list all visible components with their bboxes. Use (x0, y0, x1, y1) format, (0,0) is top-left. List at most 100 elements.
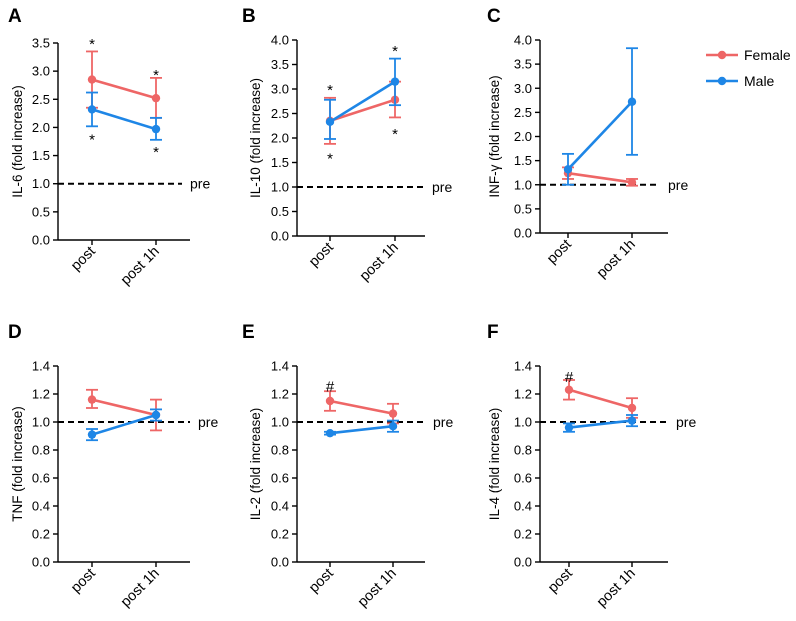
series-female (324, 390, 399, 425)
reference-label: pre (190, 176, 210, 192)
y-tick-label: 3.0 (271, 82, 289, 97)
series-line (91, 398, 157, 417)
x-tick-label: post 1h (355, 566, 400, 611)
y-tick-label: 0.2 (514, 527, 532, 542)
series-line (91, 78, 157, 100)
y-tick-label: 1.0 (271, 180, 289, 195)
y-tick-label: 1.2 (271, 387, 289, 402)
x-tick-label: post (68, 566, 99, 597)
data-point (390, 77, 400, 86)
significance-marker: * (392, 126, 398, 143)
data-point (325, 396, 335, 406)
legend: Female Male (706, 47, 791, 89)
reference-label: pre (432, 179, 452, 195)
y-tick-label: 4.0 (514, 33, 532, 48)
series-line (567, 100, 633, 171)
significance-marker: * (89, 132, 95, 149)
y-tick-label: 0.4 (514, 499, 532, 514)
panel-b: B 0.0 0.5 1.0 1.5 2.0 2.5 3.0 3.5 4.0 IL-10 (fold … (242, 6, 452, 284)
data-point (151, 410, 161, 420)
y-tick-label: 1.0 (32, 176, 50, 191)
x-tick-label: post (306, 566, 337, 597)
x-tick-label: post 1h (118, 566, 163, 611)
x-tick-label: post 1h (357, 240, 402, 285)
panel-letter: C (487, 6, 501, 27)
y-tick-label: 2.5 (271, 106, 289, 121)
x-tick-label: post (545, 566, 576, 597)
reference-label: pre (668, 177, 688, 193)
y-tick-label: 0.6 (514, 471, 532, 486)
series-female (563, 379, 638, 419)
legend-label: Female (744, 47, 791, 63)
y-tick-label: 0.0 (271, 555, 289, 570)
y-tick-label: 0.0 (32, 233, 50, 248)
series-male (562, 47, 638, 186)
significance-marker: # (326, 379, 335, 396)
panel-letter: A (8, 6, 22, 27)
y-tick-label: 1.4 (271, 359, 289, 374)
legend-marker (717, 76, 727, 86)
data-point (325, 429, 335, 438)
panel-letter: B (242, 6, 256, 27)
y-tick-label: 0.8 (514, 443, 532, 458)
y-tick-label: 1.2 (514, 387, 532, 402)
significance-marker: * (327, 82, 333, 99)
data-point (325, 117, 335, 127)
y-tick-label: 0.5 (271, 204, 289, 219)
reference-label: pre (433, 414, 453, 430)
series-male (86, 408, 162, 442)
y-tick-label: 3.5 (271, 57, 289, 72)
y-tick-label: 1.2 (32, 387, 50, 402)
data-point (151, 124, 161, 134)
x-tick-label: post (544, 237, 575, 268)
y-tick-label: 0.2 (271, 527, 289, 542)
significance-marker: * (327, 151, 333, 168)
y-tick-label: 1.5 (514, 153, 532, 168)
y-axis-title: TNF (fold increase) (10, 406, 25, 522)
y-tick-label: 0.0 (514, 226, 532, 241)
data-point (627, 403, 637, 413)
series-male (324, 419, 399, 438)
data-point (564, 385, 574, 394)
series-female (562, 166, 638, 187)
panel-letter: E (242, 322, 255, 343)
data-point (87, 430, 97, 439)
series-line (329, 424, 394, 435)
series-male (563, 414, 638, 433)
y-tick-label: 2.5 (514, 105, 532, 120)
y-tick-label: 1.0 (271, 415, 289, 430)
series-line (91, 413, 157, 436)
y-tick-label: 2.5 (32, 92, 50, 107)
data-point (388, 409, 398, 418)
y-axis-title: INF-γ (fold increase) (487, 75, 502, 197)
series-male (86, 91, 162, 141)
y-tick-label: 3.0 (32, 64, 50, 79)
series-female (86, 50, 162, 119)
legend-marker (717, 50, 727, 60)
y-tick-label: 1.4 (514, 359, 532, 374)
y-axis-title: IL-2 (fold increase) (248, 408, 263, 521)
panel-letter: F (487, 322, 499, 343)
y-tick-label: 0.5 (32, 204, 50, 219)
significance-marker: * (89, 36, 95, 53)
series-male (324, 57, 401, 140)
data-point (87, 105, 97, 114)
panel-c: C 0.0 0.5 1.0 1.5 2.0 2.5 3.0 3.5 4.0 INF-γ (fold … (487, 6, 688, 281)
panel-a: A 0.0 0.5 1.0 1.5 2.0 2.5 3.0 3.5 IL-6 (fold incr… (8, 6, 210, 288)
y-tick-label: 1.0 (514, 177, 532, 192)
y-tick-label: 4.0 (271, 33, 289, 48)
y-tick-label: 0.0 (514, 555, 532, 570)
y-axis-title: IL-4 (fold increase) (487, 408, 502, 521)
y-tick-label: 1.0 (32, 415, 50, 430)
series-female (324, 80, 401, 145)
y-tick-label: 3.5 (32, 36, 50, 51)
series-line (567, 171, 633, 184)
data-point (564, 423, 574, 432)
data-point (87, 75, 97, 84)
y-tick-label: 1.5 (32, 148, 50, 163)
reference-label: pre (198, 414, 218, 430)
data-point (627, 178, 637, 187)
y-tick-label: 3.5 (514, 57, 532, 72)
data-point (563, 165, 573, 174)
